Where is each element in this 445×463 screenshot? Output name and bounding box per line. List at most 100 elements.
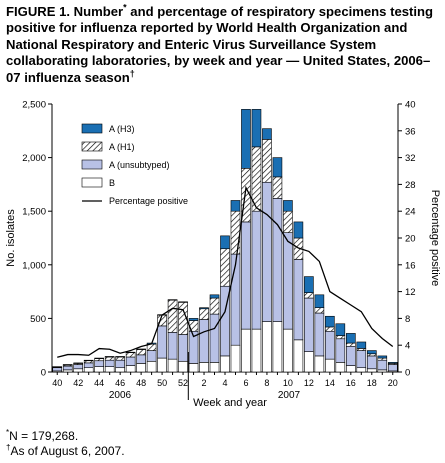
- legend-swatch-b: [81, 177, 103, 188]
- bar-b-wk52: [178, 360, 188, 373]
- bar-a-h3-wk15: [335, 323, 346, 336]
- bar-a-h1-wk44: [94, 358, 104, 362]
- bar-a-h3-wk19: [377, 355, 388, 359]
- x-tick-label-12: 12: [304, 378, 314, 388]
- x-tick-label-52: 52: [178, 378, 188, 388]
- figure-title: FIGURE 1. Number* and percentage of resp…: [6, 2, 442, 86]
- y2-tick-label: 4: [405, 341, 410, 352]
- y-tick-label: 1,000: [22, 260, 46, 271]
- x-tick-label-6: 6: [243, 378, 248, 388]
- bar-b-wk1: [188, 363, 199, 373]
- percentage-positive-line: [57, 185, 394, 358]
- x-tick-label-4: 4: [222, 378, 227, 388]
- y2-tick-label: 8: [405, 314, 410, 325]
- bar-a-h3-wk4: [220, 235, 230, 250]
- y2-tick-label: 24: [405, 207, 416, 218]
- legend-label-a-unsubtyped: A (unsubtyped): [109, 160, 170, 170]
- y2-tick-label: 28: [405, 180, 416, 191]
- bar-a-h1-wk48: [136, 349, 146, 356]
- y-tick-label: 500: [30, 314, 46, 325]
- bar-a-h1-wk43: [83, 360, 94, 364]
- x-tick-label-16: 16: [346, 378, 356, 388]
- bar-a-h3-wk3: [209, 294, 220, 299]
- bar-a-h3-wk44: [94, 357, 104, 359]
- bar-a-unsubtyped-wk44: [94, 360, 104, 367]
- bar-a-unsubtyped-wk47: [125, 356, 136, 366]
- bar-a-unsubtyped-wk9: [272, 198, 283, 322]
- bar-b-wk7: [251, 328, 262, 373]
- title-dagger-marker: †: [129, 68, 135, 79]
- bar-a-h3-wk9: [272, 157, 283, 178]
- bar-a-unsubtyped-wk41: [62, 365, 73, 371]
- bar-a-unsubtyped-wk14: [325, 330, 335, 360]
- bar-a-unsubtyped-wk20: [387, 364, 398, 372]
- bar-a-h3-wk2: [199, 307, 209, 310]
- bar-a-unsubtyped-wk52: [178, 334, 188, 362]
- bar-b-wk51: [167, 358, 178, 373]
- bar-b-wk43: [83, 367, 94, 373]
- bar-a-h3-wk14: [325, 315, 335, 328]
- bar-b-wk10: [283, 328, 293, 373]
- bar-a-unsubtyped-wk19: [377, 359, 388, 371]
- bar-a-h1-wk46: [115, 356, 125, 361]
- bar-b-wk48: [136, 363, 146, 373]
- y-tick-label: 2,500: [22, 100, 46, 111]
- title-asterisk-marker: *: [123, 2, 127, 13]
- bar-a-h1-wk15: [335, 335, 346, 340]
- year-label-2006: 2006: [109, 390, 132, 401]
- bar-a-h1-wk8: [262, 139, 272, 183]
- x-tick-label-48: 48: [136, 378, 146, 388]
- bar-a-h3-wk13: [314, 294, 325, 308]
- x-tick-label-14: 14: [325, 378, 335, 388]
- bar-b-wk41: [62, 369, 73, 373]
- bar-a-h1-wk10: [283, 210, 293, 233]
- bar-a-unsubtyped-wk10: [283, 232, 293, 330]
- bar-a-unsubtyped-wk6: [241, 221, 251, 330]
- bar-a-unsubtyped-wk50: [157, 325, 167, 359]
- legend-swatch-a-unsubtyped: [81, 159, 103, 170]
- bar-a-h1-wk9: [272, 176, 283, 199]
- bar-a-h3-wk43: [83, 359, 94, 362]
- bar-a-unsubtyped-wk16: [346, 345, 356, 366]
- y2-tick-label: 32: [405, 153, 416, 164]
- x-tick-label-44: 44: [94, 378, 104, 388]
- legend-label-percentage-positive: Percentage positive: [109, 196, 188, 206]
- bar-b-wk2: [199, 362, 209, 373]
- bars-layer: [52, 109, 398, 373]
- bar-a-h1-wk45: [104, 356, 115, 361]
- bar-a-unsubtyped-wk8: [262, 181, 272, 322]
- bar-b-wk5: [230, 344, 241, 373]
- year-label-2007: 2007: [278, 390, 301, 401]
- bar-a-h3-wk46: [115, 356, 125, 358]
- y2-tick-label: 0: [405, 368, 410, 379]
- legend-swatch-a-h3: [81, 123, 103, 134]
- footnote-n-marker: *: [6, 428, 10, 437]
- bar-a-h3-wk51: [167, 299, 178, 301]
- bar-b-wk17: [356, 367, 367, 373]
- y-axis-label: No. isolates: [5, 209, 17, 267]
- y2-tick-label: 36: [405, 126, 416, 137]
- x-tick-label-40: 40: [52, 378, 62, 388]
- legend: A (H3) A (H1) A (unsubtyped) B Percentage po…: [81, 123, 188, 206]
- bar-a-h3-wk16: [346, 333, 356, 344]
- percentage-line-layer: [57, 185, 394, 358]
- bar-a-h1-wk5: [230, 210, 241, 255]
- tick-labels-layer: 05001,0001,5002,0002,5000481216202428323…: [22, 100, 416, 400]
- bar-a-h1-wk47: [125, 352, 136, 358]
- bar-a-unsubtyped-wk7: [251, 210, 262, 330]
- x-tick-label-46: 46: [115, 378, 125, 388]
- bar-b-wk9: [272, 321, 283, 373]
- bar-b-wk14: [325, 358, 335, 373]
- bar-b-wk13: [314, 355, 325, 373]
- bar-a-h1-wk19: [377, 357, 388, 361]
- bar-b-wk42: [73, 368, 84, 373]
- bar-a-unsubtyped-wk11: [293, 259, 304, 341]
- footnote-date-marker: †: [6, 443, 11, 452]
- bar-a-unsubtyped-wk2: [199, 319, 209, 363]
- bar-b-wk6: [241, 328, 251, 373]
- bar-a-h1-wk51: [167, 299, 178, 333]
- y2-tick-label: 12: [405, 287, 416, 298]
- bar-b-wk46: [115, 367, 125, 373]
- bar-b-wk4: [220, 355, 230, 373]
